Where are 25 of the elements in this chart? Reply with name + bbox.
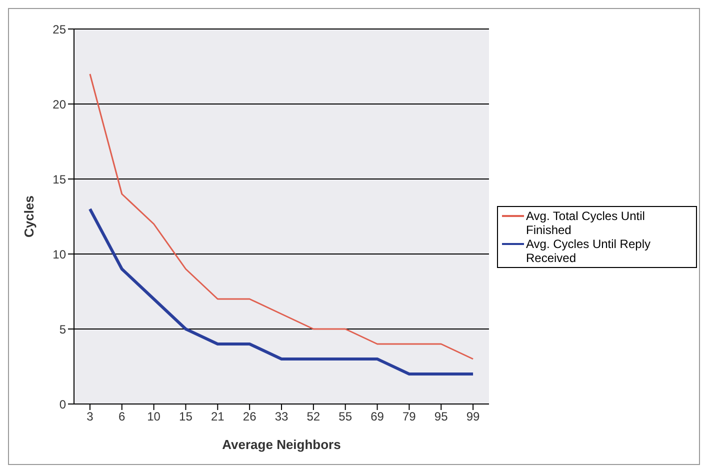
x-tick-label: 6 <box>118 410 126 424</box>
legend-label: Avg. Cycles Until Reply Received <box>526 236 652 264</box>
x-axis-title: Average Neighbors <box>222 437 341 452</box>
legend-label: Avg. Total Cycles Until Finished <box>526 208 646 236</box>
x-tick-label: 33 <box>274 410 288 424</box>
x-tick-label: 10 <box>147 410 161 424</box>
y-axis-title: Cycles <box>22 196 37 238</box>
y-tick-label: 15 <box>52 172 66 186</box>
x-tick-label: 95 <box>434 410 448 424</box>
line-series <box>89 73 474 360</box>
x-tick-label: 55 <box>338 410 352 424</box>
x-tick-label: 26 <box>242 410 257 424</box>
y-tick-label: 5 <box>59 322 66 336</box>
x-tick-label: 21 <box>210 410 225 424</box>
y-tick-label: 25 <box>52 22 66 36</box>
x-tick-label: 52 <box>306 410 320 424</box>
x-tick-label: 15 <box>179 410 193 424</box>
line-series <box>88 208 475 376</box>
y-tick-label: 0 <box>59 397 66 412</box>
x-tick-label: 79 <box>402 410 416 424</box>
x-tick-label: 3 <box>86 410 94 424</box>
x-tick-label: 99 <box>466 410 480 424</box>
x-tick-label: 69 <box>370 410 384 424</box>
y-tick-label: 20 <box>52 97 66 112</box>
y-tick-label: 10 <box>52 247 66 262</box>
